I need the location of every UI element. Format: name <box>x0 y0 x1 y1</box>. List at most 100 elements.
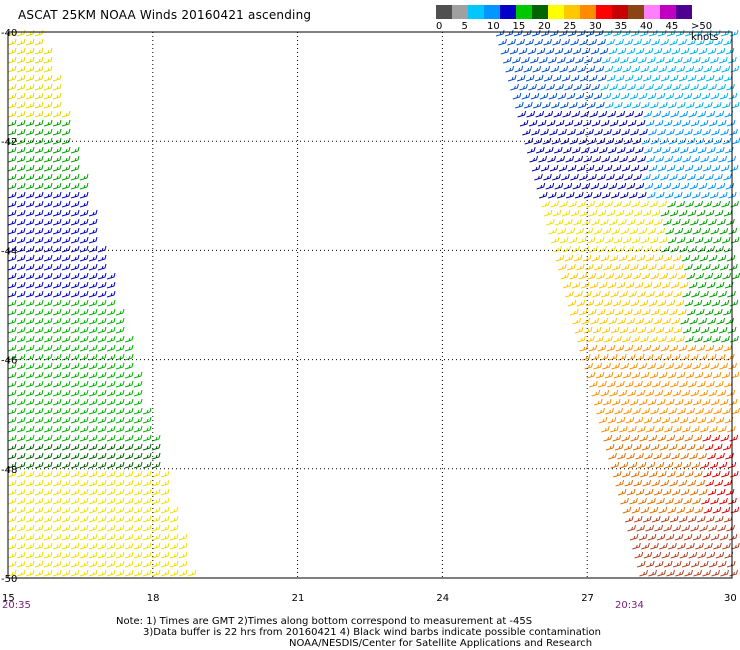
wind-barb <box>599 47 609 55</box>
wind-barb <box>716 452 725 460</box>
wind-barb <box>7 173 17 181</box>
longitude-label: 24 <box>436 593 449 604</box>
wind-barb <box>570 209 580 217</box>
wind-barb <box>142 479 152 487</box>
wind-barb <box>642 344 652 352</box>
wind-barb <box>25 128 35 136</box>
wind-barb <box>682 461 692 469</box>
wind-barb <box>124 551 134 559</box>
wind-barb <box>714 344 724 352</box>
wind-barb <box>696 74 706 82</box>
wind-barb <box>643 380 652 388</box>
wind-barb <box>642 479 652 487</box>
wind-barb <box>43 389 53 397</box>
wind-barb <box>43 443 53 451</box>
wind-barb <box>688 416 698 424</box>
wind-barb <box>621 434 631 442</box>
wind-barb <box>621 164 631 172</box>
wind-barb <box>25 92 35 100</box>
wind-barb <box>702 434 712 442</box>
wind-barb <box>633 308 642 316</box>
legend-label: 40 <box>640 21 653 32</box>
wind-barb <box>537 83 546 91</box>
wind-barb <box>619 425 628 433</box>
legend-label: 45 <box>665 21 679 32</box>
wind-barb <box>718 155 728 163</box>
wind-barb <box>97 308 107 316</box>
wind-barb <box>70 272 80 280</box>
wind-barb <box>650 542 659 550</box>
legend-swatch <box>532 5 548 19</box>
wind-barb <box>34 335 44 343</box>
wind-barb <box>710 92 720 100</box>
wind-barb <box>88 407 98 415</box>
wind-barb <box>565 155 575 163</box>
wind-barb <box>678 74 688 82</box>
wind-barb <box>600 254 610 262</box>
wind-barb <box>16 362 26 370</box>
wind-barb <box>690 524 700 532</box>
wind-barb <box>640 200 649 208</box>
wind-barb <box>34 380 44 388</box>
wind-barb <box>674 227 684 235</box>
wind-barb <box>61 272 71 280</box>
wind-barb <box>16 173 26 181</box>
wind-barb <box>124 371 134 379</box>
wind-barb <box>598 380 607 388</box>
wind-barb <box>34 506 44 514</box>
wind-barb <box>16 110 26 118</box>
wind-barb <box>97 344 107 352</box>
wind-barb <box>16 182 26 190</box>
wind-barb <box>644 317 654 325</box>
wind-barb <box>43 155 53 163</box>
wind-barb <box>669 209 679 217</box>
wind-barb <box>703 236 713 244</box>
wind-barb <box>124 515 134 523</box>
wind-barb <box>7 38 17 46</box>
wind-barb <box>124 452 134 460</box>
wind-barb <box>607 416 617 424</box>
wind-barb <box>133 416 143 424</box>
wind-barb <box>609 83 618 91</box>
wind-barb <box>601 191 611 199</box>
wind-barb <box>629 362 638 370</box>
wind-barb <box>614 407 623 415</box>
wind-barb <box>665 227 675 235</box>
wind-barb <box>662 353 672 361</box>
wind-barb <box>593 92 603 100</box>
wind-barb <box>61 299 71 307</box>
wind-barb <box>703 371 713 379</box>
wind-barb <box>133 398 143 406</box>
wind-barb <box>70 479 80 487</box>
wind-barb <box>686 101 695 109</box>
wind-barb <box>549 164 559 172</box>
wind-barb <box>70 200 80 208</box>
wind-barb <box>627 389 637 397</box>
wind-barb <box>643 416 653 424</box>
wind-barb <box>142 497 152 505</box>
wind-barb <box>7 227 17 235</box>
wind-barb <box>596 101 605 109</box>
wind-barb <box>34 479 44 487</box>
wind-barb <box>52 380 62 388</box>
wind-barb <box>79 272 89 280</box>
wind-barb <box>614 272 624 280</box>
wind-barb <box>592 191 602 199</box>
wind-barb <box>715 146 725 154</box>
wind-barb <box>630 128 639 136</box>
wind-barb <box>707 488 717 496</box>
note-line-3: NOAA/NESDIS/Center for Satellite Applica… <box>289 638 593 649</box>
wind-barb <box>600 218 609 226</box>
wind-barb <box>660 344 670 352</box>
wind-barb <box>532 65 542 73</box>
wind-barb <box>685 506 695 514</box>
wind-barb <box>704 443 714 451</box>
wind-barb <box>61 245 71 253</box>
wind-barb <box>97 254 107 262</box>
wind-barb <box>553 146 563 154</box>
wind-barb <box>710 56 719 64</box>
wind-barb <box>61 515 71 523</box>
wind-barb <box>695 443 705 451</box>
wind-barb <box>669 344 679 352</box>
wind-barb <box>667 65 677 73</box>
